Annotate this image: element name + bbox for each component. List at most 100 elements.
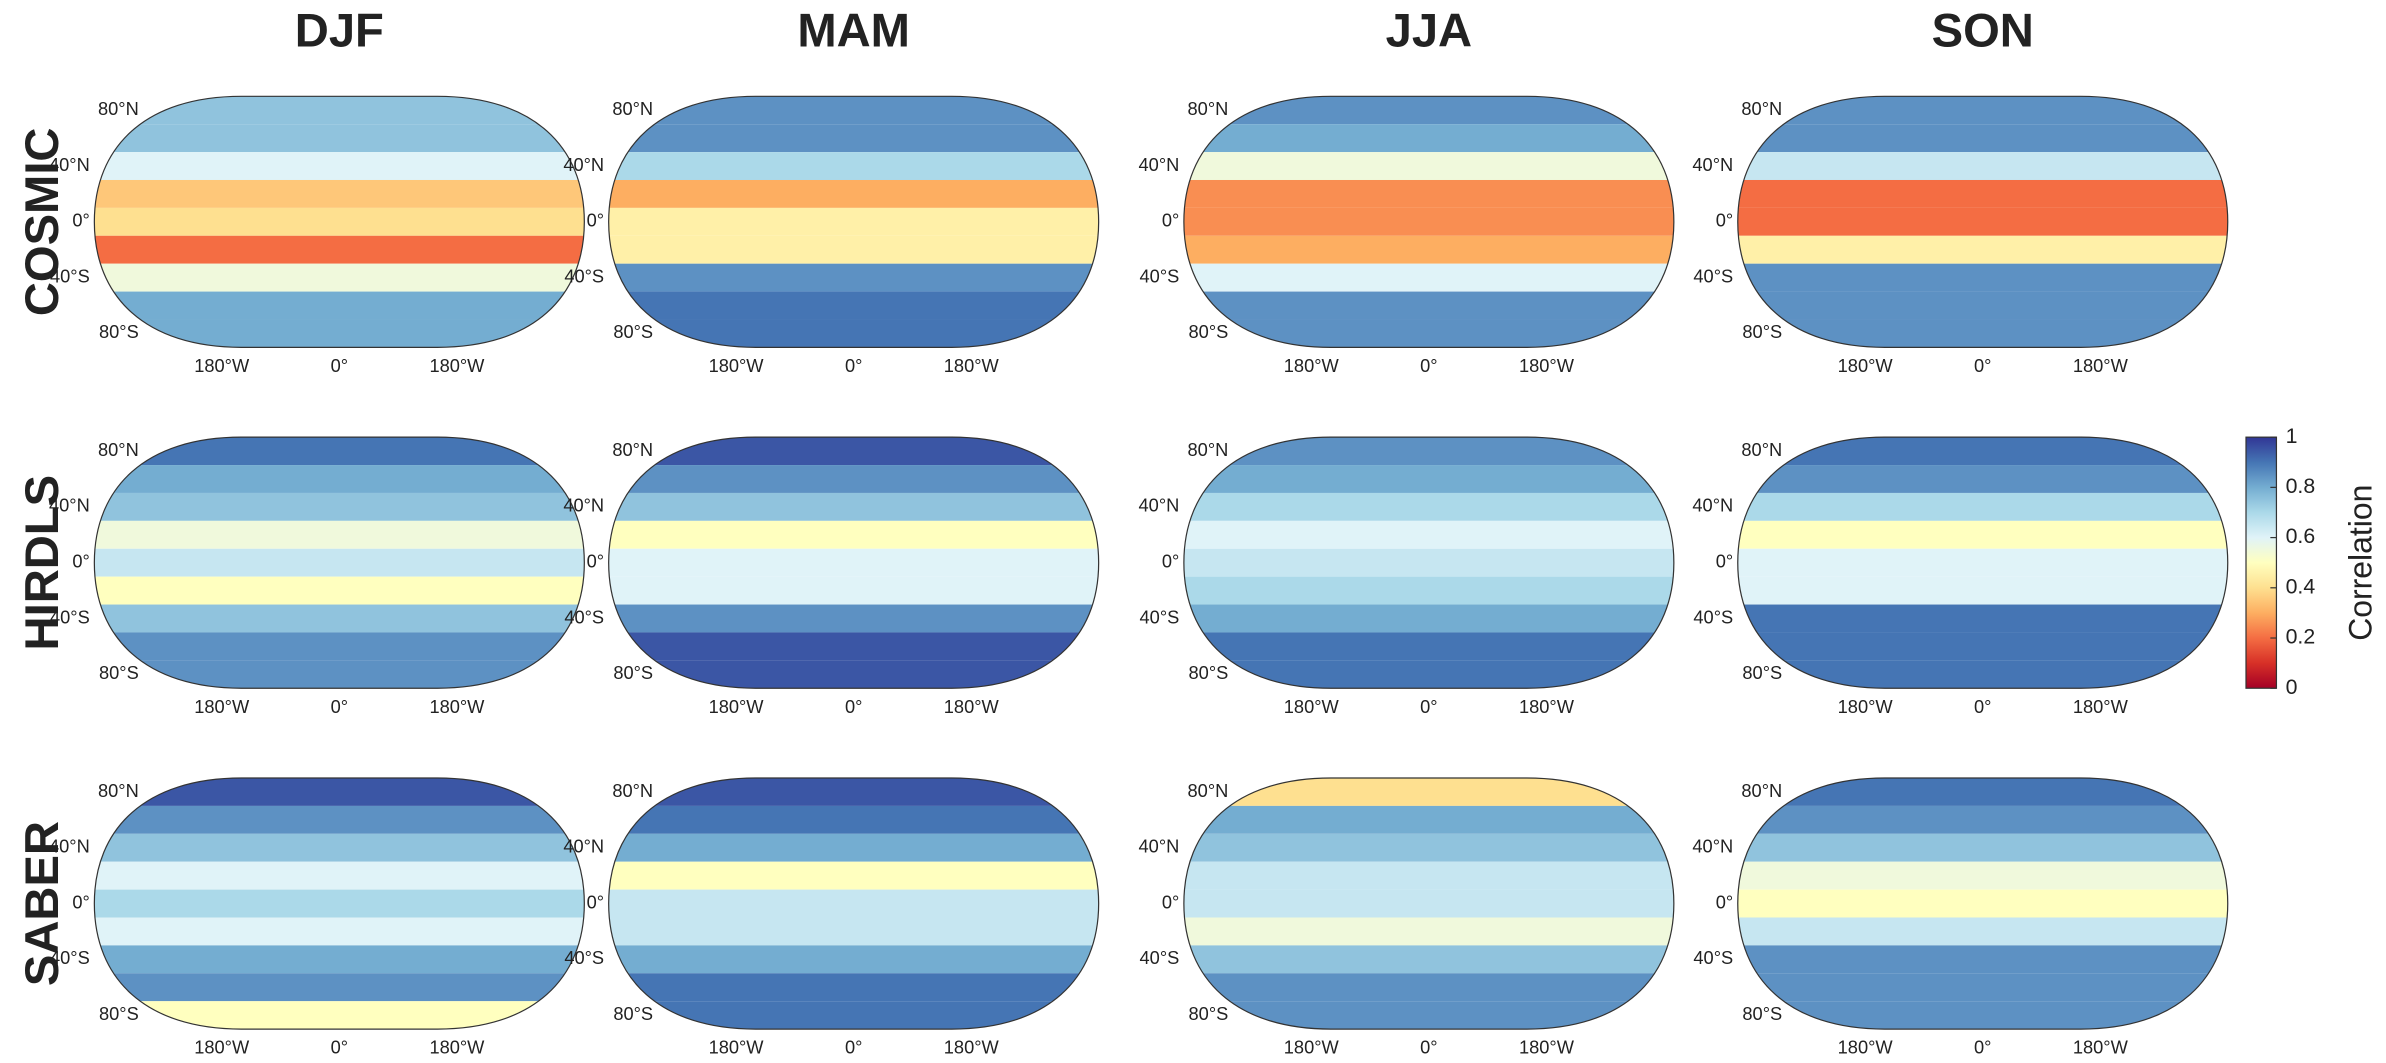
lat-tick-label: 40°N	[49, 154, 90, 175]
zonal-band	[1183, 660, 1674, 689]
map-outline	[1737, 436, 2229, 689]
zonal-band	[94, 604, 585, 633]
map-outline	[608, 95, 1100, 348]
lon-tick-label: 0°	[331, 355, 348, 376]
lat-tick-label: 80°N	[612, 98, 653, 119]
zonal-band	[1183, 207, 1674, 236]
zonal-band	[94, 96, 585, 125]
lat-tick-label: 40°N	[1692, 836, 1733, 857]
lat-tick-label: 80°S	[1189, 662, 1229, 683]
zonal-band	[94, 945, 585, 974]
colorbar	[2245, 436, 2278, 689]
lat-tick-label: 40°N	[1139, 495, 1180, 516]
lat-tick-label: 80°S	[99, 1003, 139, 1024]
zonal-band	[1183, 263, 1674, 292]
lat-tick-label: 40°S	[50, 265, 90, 286]
column-title: DJF	[295, 3, 384, 56]
zonal-band	[1183, 124, 1674, 153]
zonal-band	[608, 437, 1099, 466]
zonal-band	[1183, 576, 1674, 605]
colorbar-label: Correlation	[2343, 485, 2379, 641]
lon-tick-label: 180°W	[944, 696, 1000, 717]
zonal-band	[1737, 861, 2228, 890]
zonal-band	[94, 235, 585, 264]
zonal-band	[608, 291, 1099, 320]
zonal-band	[1737, 833, 2228, 862]
zonal-band	[608, 805, 1099, 834]
lat-tick-label: 80°N	[98, 780, 139, 801]
colorbar-tick-label: 0	[2286, 675, 2298, 699]
lat-tick-label: 40°S	[1693, 265, 1733, 286]
zonal-band	[94, 465, 585, 493]
map-outline	[1183, 777, 1675, 1030]
zonal-band	[608, 319, 1099, 348]
zonal-band	[94, 492, 585, 521]
lat-tick-label: 40°S	[1693, 606, 1733, 627]
zonal-band	[1183, 861, 1674, 890]
zonal-band	[608, 833, 1099, 862]
zonal-band	[1183, 778, 1674, 806]
zonal-band	[1737, 917, 2228, 946]
lon-tick-label: 180°W	[1519, 355, 1575, 376]
zonal-band	[1183, 520, 1674, 549]
map-outline	[608, 436, 1100, 689]
zonal-band	[1183, 917, 1674, 946]
lon-tick-label: 180°W	[429, 355, 485, 376]
zonal-band	[1737, 805, 2228, 834]
zonal-band	[94, 291, 585, 320]
zonal-band	[1183, 235, 1674, 264]
lon-tick-label: 180°W	[1284, 355, 1340, 376]
lat-tick-label: 0°	[1162, 210, 1179, 231]
zonal-band	[94, 179, 585, 208]
zonal-band	[1737, 945, 2228, 974]
lon-tick-label: 180°W	[1838, 355, 1894, 376]
lat-tick-label: 80°N	[98, 98, 139, 119]
lon-tick-label: 180°W	[1838, 696, 1894, 717]
lon-tick-label: 180°W	[1519, 696, 1575, 717]
zonal-band	[1737, 778, 2228, 806]
column-title: SON	[1932, 3, 2034, 56]
zonal-band	[94, 660, 585, 689]
lat-tick-label: 80°N	[98, 439, 139, 460]
lat-tick-label: 40°N	[563, 154, 604, 175]
zonal-band	[608, 660, 1099, 689]
lon-tick-label: 180°W	[194, 355, 250, 376]
map-panel	[94, 778, 585, 1030]
map-panel	[94, 96, 585, 348]
lat-tick-label: 40°S	[564, 265, 604, 286]
zonal-band	[1737, 520, 2228, 549]
lat-tick-label: 0°	[1162, 891, 1179, 912]
lat-tick-label: 40°S	[564, 606, 604, 627]
zonal-band	[94, 207, 585, 236]
zonal-band	[1737, 235, 2228, 264]
column-title: JJA	[1386, 3, 1473, 56]
zonal-band	[608, 124, 1099, 153]
colorbar-tick-label: 0.6	[2286, 524, 2316, 548]
lat-tick-label: 40°N	[1692, 154, 1733, 175]
lon-tick-label: 180°W	[1284, 1037, 1340, 1058]
row-title: SABER	[15, 821, 68, 986]
map-panel	[1737, 437, 2228, 689]
zonal-band	[1183, 437, 1674, 466]
zonal-band	[608, 945, 1099, 974]
zonal-band	[1183, 1001, 1674, 1030]
zonal-band	[608, 973, 1099, 1002]
colorbar-tick-label: 0.4	[2286, 574, 2316, 598]
map-panel	[94, 437, 585, 689]
lat-tick-label: 40°N	[49, 836, 90, 857]
zonal-band	[1737, 207, 2228, 236]
zonal-band	[1183, 805, 1674, 834]
lat-tick-label: 40°S	[1140, 606, 1180, 627]
zonal-band	[1183, 973, 1674, 1002]
zonal-band	[1737, 492, 2228, 521]
lon-tick-label: 0°	[845, 355, 862, 376]
zonal-band	[1183, 945, 1674, 974]
zonal-band	[94, 917, 585, 946]
zonal-band	[94, 576, 585, 605]
colorbar-tick-label: 0.2	[2286, 625, 2316, 649]
lat-tick-label: 0°	[1162, 551, 1179, 572]
zonal-band	[1183, 833, 1674, 862]
zonal-band	[608, 207, 1099, 236]
zonal-band	[94, 124, 585, 153]
